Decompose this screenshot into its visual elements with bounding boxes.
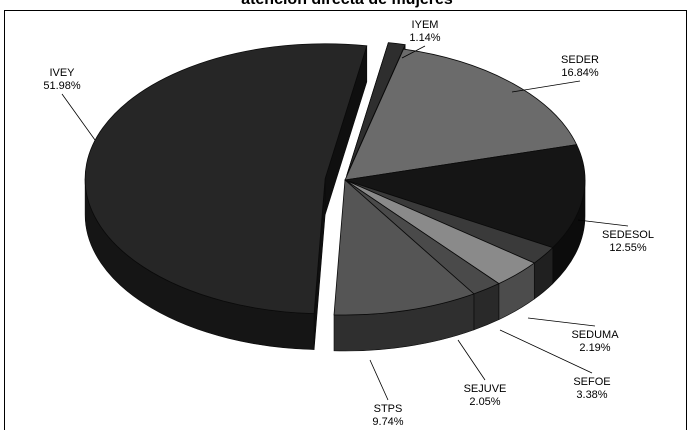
leader-line-iyem <box>401 45 426 59</box>
pie-slice-iyem <box>346 42 406 176</box>
slice-name: SEDUMA <box>571 329 619 341</box>
slice-label-seder: SEDER 16.84% <box>561 54 599 79</box>
slice-percent: 51.98% <box>43 80 81 92</box>
slice-label-stps: STPS 9.74% <box>372 403 403 425</box>
slice-name: SEDESOL <box>602 229 654 241</box>
leader-line-seder <box>511 80 581 93</box>
slice-percent: 1.14% <box>409 32 440 44</box>
pie-slice-stps <box>333 179 475 316</box>
slice-name: SEJUVE <box>464 383 507 395</box>
pie-slice-sedesol <box>344 144 586 249</box>
slice-name: SEFOE <box>573 376 610 388</box>
pie-slice-ivey <box>84 43 368 315</box>
slice-label-sejuve: SEJUVE 2.05% <box>464 383 507 408</box>
slice-labels: IYEM 1.14%SEDER 16.84%SEDESOL 12.55%SEDUMA 2… <box>43 19 654 425</box>
chart-frame <box>4 10 687 430</box>
slice-name: IVEY <box>49 67 75 79</box>
leader-line-sedesol <box>577 219 629 227</box>
pie-top-layer <box>84 42 586 316</box>
leader-line-seduma <box>527 317 596 327</box>
slice-percent: 2.05% <box>469 396 500 408</box>
slice-percent: 12.55% <box>609 242 647 254</box>
slice-name: STPS <box>374 403 403 415</box>
leader-lines <box>61 45 629 401</box>
slice-percent: 3.38% <box>576 389 607 401</box>
slice-percent: 2.19% <box>579 342 610 354</box>
pie-slice-seder <box>344 48 578 181</box>
slice-name: IYEM <box>412 19 439 31</box>
leader-line-stps <box>369 359 389 401</box>
slice-label-seduma: SEDUMA 2.19% <box>571 329 619 354</box>
slice-label-iyem: IYEM 1.14% <box>409 19 440 44</box>
leader-line-sejuve <box>457 339 486 381</box>
slice-percent: 9.74% <box>372 416 403 425</box>
slice-percent: 16.84% <box>561 67 599 79</box>
slice-label-ivey: IVEY 51.98% <box>43 67 81 92</box>
chart-title: atención directa de mujeres <box>0 0 694 9</box>
leader-line-ivey <box>61 93 96 141</box>
leader-line-sefoe <box>499 329 593 374</box>
slice-label-sefoe: SEFOE 3.38% <box>573 376 610 401</box>
slice-label-sedesol: SEDESOL 12.55% <box>602 229 654 254</box>
slice-name: SEDER <box>561 54 599 66</box>
